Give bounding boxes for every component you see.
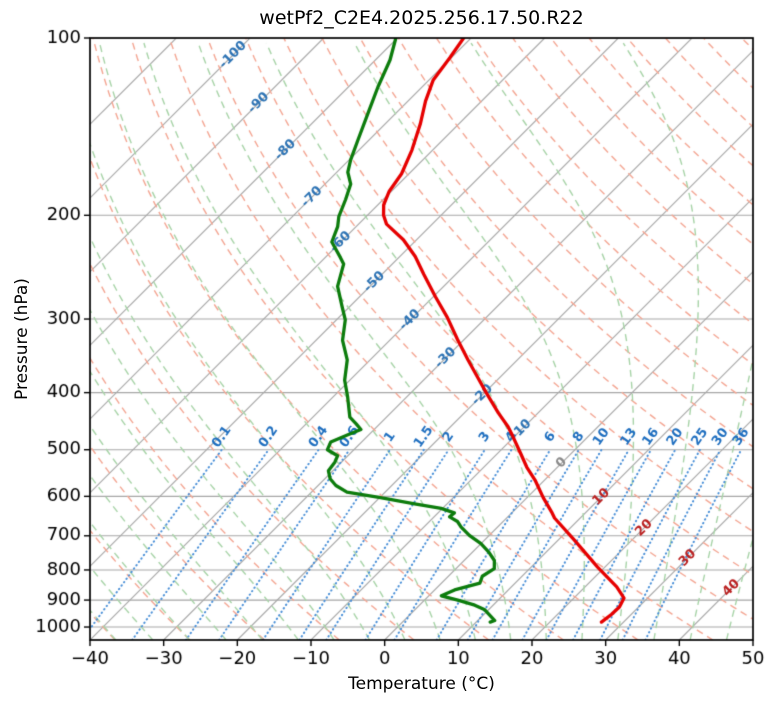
y-axis-label: Pressure (hPa) <box>12 278 32 400</box>
x-axis-label: Temperature (°C) <box>348 674 495 694</box>
chart-title: wetPf2_C2E4.2025.256.17.50.R22 <box>259 7 584 29</box>
